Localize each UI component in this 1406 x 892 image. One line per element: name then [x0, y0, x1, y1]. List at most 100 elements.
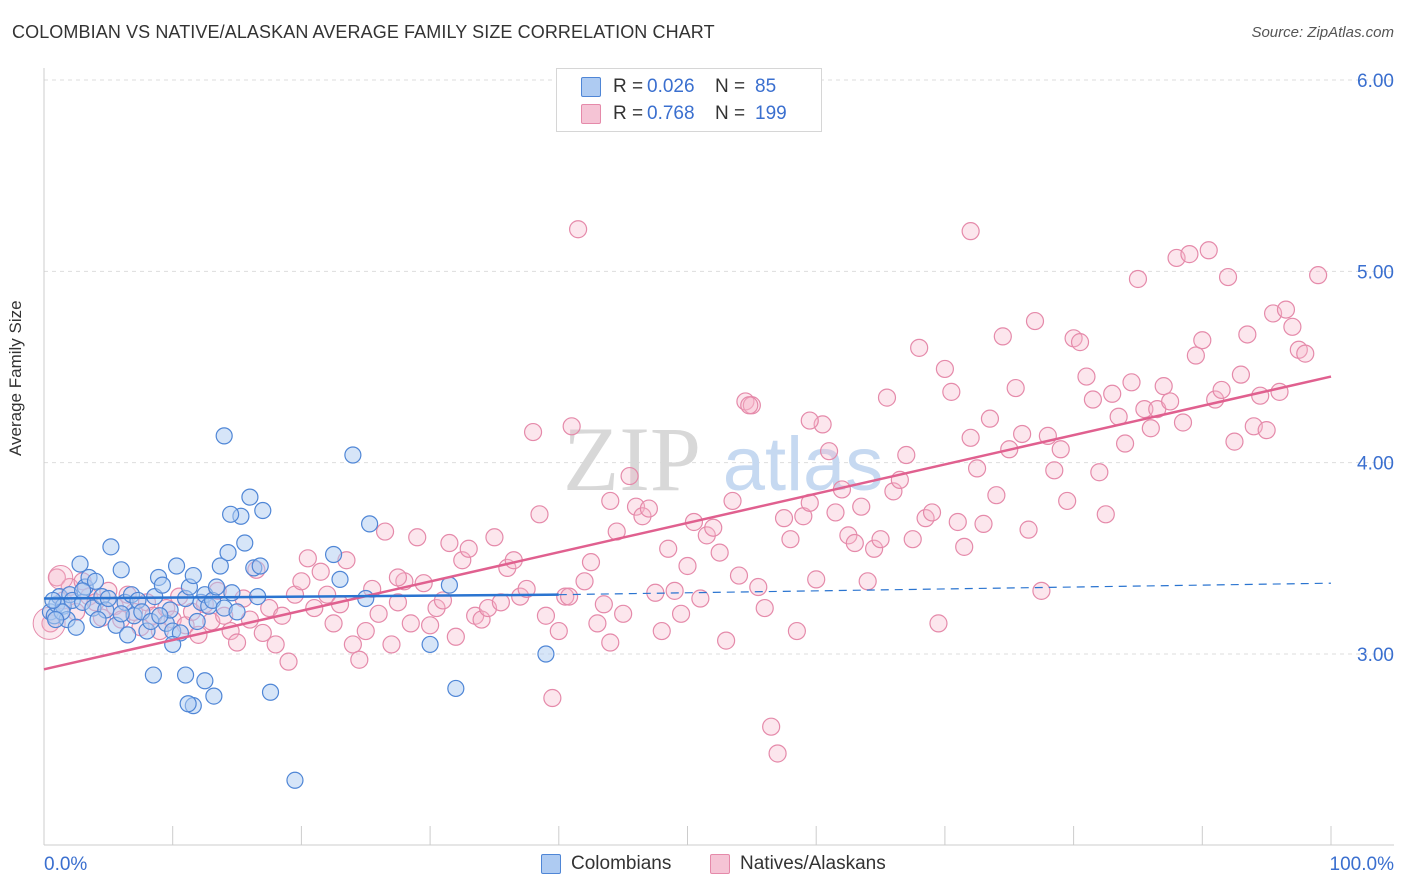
- native-alaskan-point: [897, 445, 916, 465]
- native-alaskan-point: [601, 491, 620, 511]
- native-alaskan-point: [556, 587, 575, 606]
- native-alaskan-point: [762, 717, 781, 736]
- native-alaskan-point: [807, 570, 826, 589]
- native-alaskan-point: [729, 566, 749, 585]
- native-alaskan-point: [678, 556, 697, 576]
- native-alaskan-point: [903, 530, 922, 549]
- native-alaskan-point: [691, 589, 710, 608]
- native-alaskan-point: [961, 222, 980, 241]
- colombian-point: [215, 427, 233, 445]
- legend-n-label: N =: [715, 76, 746, 97]
- native-alaskan-point: [549, 621, 568, 641]
- native-alaskan-point: [523, 422, 543, 442]
- x-tick-label-max: 100.0%: [1330, 854, 1395, 875]
- y-axis-label: Average Family Size: [6, 300, 25, 456]
- bottom-legend-label: Natives/Alaskans: [740, 853, 886, 874]
- colombian-point: [228, 603, 246, 621]
- native-alaskan-point: [575, 572, 594, 591]
- trend-lines: [43, 375, 1332, 671]
- colombian-point: [46, 610, 65, 629]
- colombian-point: [196, 672, 214, 690]
- watermark: ZIP atlas: [563, 408, 883, 510]
- native-alaskan-point: [1296, 344, 1315, 363]
- native-alaskan-point: [581, 553, 601, 572]
- native-alaskan-point: [659, 539, 678, 558]
- native-alaskan-point: [749, 577, 768, 597]
- native-alaskan-point: [1231, 365, 1251, 384]
- native-alaskan-point: [1193, 331, 1212, 350]
- colombian-point: [261, 683, 280, 701]
- native-alaskan-point: [369, 604, 388, 623]
- native-alaskan-point: [253, 623, 272, 643]
- colombian-point: [254, 501, 272, 520]
- colombian-point: [89, 610, 107, 629]
- native-alaskan-point: [1115, 434, 1135, 453]
- native-alaskan-point: [530, 505, 549, 524]
- native-alaskan-point: [559, 587, 579, 606]
- colombian-point: [119, 626, 137, 644]
- colombian-point: [236, 534, 254, 552]
- colombian-point: [188, 612, 206, 631]
- native-alaskan-point: [350, 650, 369, 669]
- native-alaskan-point: [453, 551, 472, 570]
- colombian-point: [167, 557, 186, 575]
- bottom-legend-swatch-blue: [541, 854, 561, 874]
- native-alaskan-point: [1032, 581, 1051, 600]
- legend-row-natives: R = 0.768 N = 199: [581, 102, 787, 126]
- legend-r-label: R =: [613, 76, 644, 97]
- native-alaskan-point: [826, 503, 845, 522]
- native-alaskan-point: [227, 633, 247, 652]
- native-alaskan-point: [935, 359, 955, 379]
- colombian-point: [207, 578, 226, 596]
- native-alaskan-point-cluster: [48, 564, 74, 590]
- native-alaskan-point: [1186, 346, 1205, 365]
- colombian-point: [86, 572, 105, 590]
- native-alaskan-point: [787, 621, 806, 641]
- colombian-point: [71, 555, 89, 573]
- native-alaskan-point: [292, 572, 311, 591]
- native-alaskan-point: [1006, 378, 1025, 398]
- native-alaskan-point: [1225, 432, 1244, 451]
- legend-r-value: 0.768: [647, 103, 695, 124]
- colombian-point: [74, 582, 92, 600]
- colombian-point: [151, 607, 169, 625]
- legend-n-value: 85: [755, 76, 777, 97]
- native-alaskan-point: [723, 491, 742, 511]
- native-alaskan-point: [1077, 367, 1096, 386]
- colombian-point: [102, 538, 120, 556]
- colombian-trend-line: [43, 593, 559, 600]
- colombian-point: [361, 515, 379, 533]
- native-alaskan-point: [1058, 491, 1077, 511]
- native-alaskan-point: [1083, 390, 1103, 409]
- native-alaskan-point: [401, 614, 420, 633]
- native-alaskan-point: [710, 543, 729, 562]
- native-alaskan-point: [543, 688, 562, 708]
- native-alaskan-point: [652, 621, 671, 641]
- colombian-point: [211, 557, 229, 575]
- native-alaskan-point: [1090, 463, 1109, 482]
- colombian-point: [344, 446, 362, 464]
- native-alaskan-point: [1154, 377, 1173, 396]
- native-alaskan-point: [1238, 325, 1257, 344]
- native-alaskan-point: [517, 579, 536, 599]
- colombian-point: [331, 570, 349, 588]
- colombian-point: [537, 645, 555, 663]
- native-alaskan-point: [910, 338, 929, 357]
- legend-swatch-blue: [581, 77, 601, 97]
- native-alaskan-point: [961, 428, 980, 447]
- native-alaskan-point: [1283, 317, 1302, 336]
- native-alaskan-point: [1135, 399, 1154, 419]
- y-tick-label: 5.00: [1357, 262, 1394, 283]
- native-alaskan-point: [922, 503, 942, 522]
- y-tick-label: 4.00: [1357, 454, 1394, 475]
- legend-row-colombians: R = 0.026 N = 85: [581, 75, 776, 99]
- native-alaskan-point: [852, 497, 871, 516]
- native-alaskan-point: [929, 614, 948, 633]
- native-alaskan-point: [1013, 424, 1032, 444]
- chart-title: COLOMBIAN VS NATIVE/ALASKAN AVERAGE FAMI…: [12, 22, 715, 42]
- native-alaskan-point: [884, 482, 903, 501]
- native-alaskan-point: [871, 530, 890, 549]
- native-alaskan-point: [388, 568, 408, 587]
- native-alaskan-point: [1103, 384, 1122, 403]
